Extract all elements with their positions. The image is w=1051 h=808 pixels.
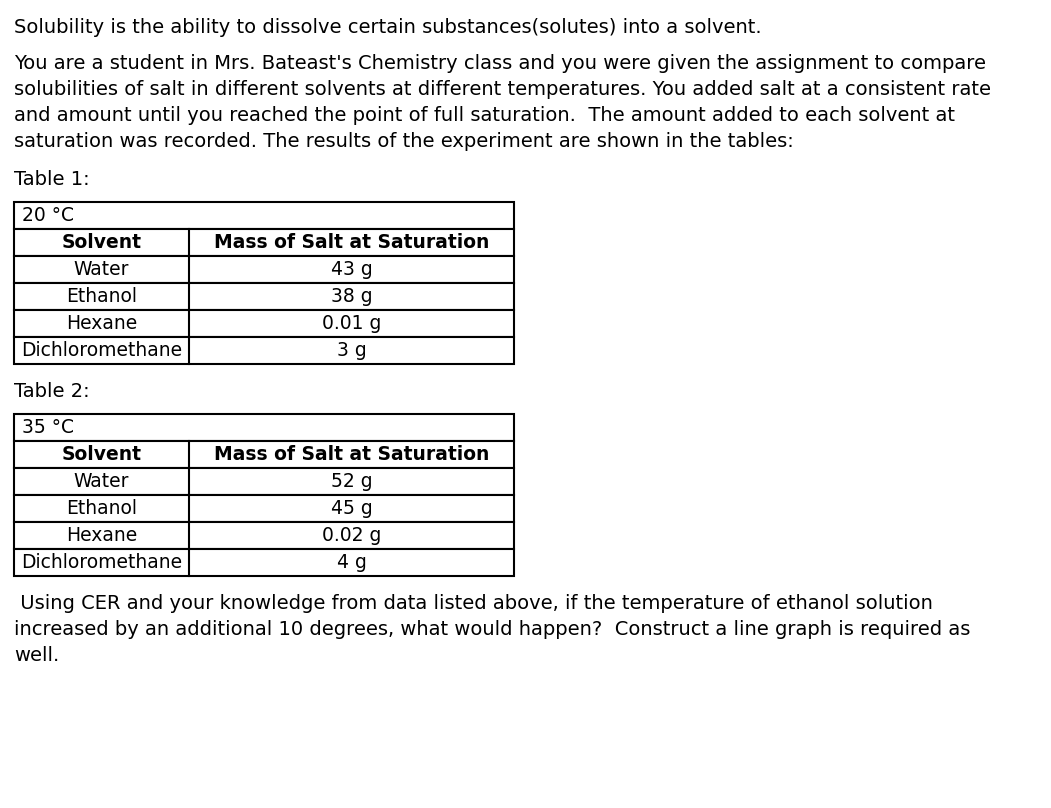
Text: Ethanol: Ethanol <box>66 287 137 306</box>
Text: Hexane: Hexane <box>66 526 137 545</box>
Text: and amount until you reached the point of full saturation.  The amount added to : and amount until you reached the point o… <box>14 106 955 125</box>
Text: saturation was recorded. The results of the experiment are shown in the tables:: saturation was recorded. The results of … <box>14 132 794 151</box>
Text: 0.01 g: 0.01 g <box>322 314 382 333</box>
Text: increased by an additional 10 degrees, what would happen?  Construct a line grap: increased by an additional 10 degrees, w… <box>14 620 970 639</box>
Text: Mass of Salt at Saturation: Mass of Salt at Saturation <box>213 233 489 252</box>
Bar <box>14 414 514 441</box>
Text: Table 1:: Table 1: <box>14 170 89 189</box>
Bar <box>14 229 514 256</box>
Text: Using CER and your knowledge from data listed above, if the temperature of ethan: Using CER and your knowledge from data l… <box>14 594 933 613</box>
Bar <box>14 310 514 337</box>
Text: 0.02 g: 0.02 g <box>322 526 382 545</box>
Bar <box>14 495 514 522</box>
Bar <box>14 468 514 495</box>
Text: Water: Water <box>74 472 129 491</box>
Text: Solvent: Solvent <box>62 233 142 252</box>
Text: 35 °C: 35 °C <box>22 418 74 437</box>
Text: Water: Water <box>74 260 129 279</box>
Text: Solubility is the ability to dissolve certain substances(solutes) into a solvent: Solubility is the ability to dissolve ce… <box>14 18 762 37</box>
Bar <box>14 337 514 364</box>
Text: Solvent: Solvent <box>62 445 142 464</box>
Text: 38 g: 38 g <box>331 287 372 306</box>
Text: 20 °C: 20 °C <box>22 206 74 225</box>
Text: Ethanol: Ethanol <box>66 499 137 518</box>
Text: 45 g: 45 g <box>331 499 372 518</box>
Text: solubilities of salt in different solvents at different temperatures. You added : solubilities of salt in different solven… <box>14 80 991 99</box>
Text: 52 g: 52 g <box>331 472 372 491</box>
Bar <box>14 283 514 310</box>
Bar <box>14 441 514 468</box>
Bar <box>14 549 514 576</box>
Text: 3 g: 3 g <box>336 341 367 360</box>
Bar <box>14 202 514 229</box>
Text: Dichloromethane: Dichloromethane <box>21 341 182 360</box>
Text: well.: well. <box>14 646 59 665</box>
Text: 43 g: 43 g <box>331 260 372 279</box>
Text: Table 2:: Table 2: <box>14 382 89 401</box>
Text: Mass of Salt at Saturation: Mass of Salt at Saturation <box>213 445 489 464</box>
Bar <box>14 522 514 549</box>
Text: Hexane: Hexane <box>66 314 137 333</box>
Text: You are a student in Mrs. Bateast's Chemistry class and you were given the assig: You are a student in Mrs. Bateast's Chem… <box>14 54 986 73</box>
Text: Dichloromethane: Dichloromethane <box>21 553 182 572</box>
Text: 4 g: 4 g <box>336 553 367 572</box>
Bar <box>14 256 514 283</box>
